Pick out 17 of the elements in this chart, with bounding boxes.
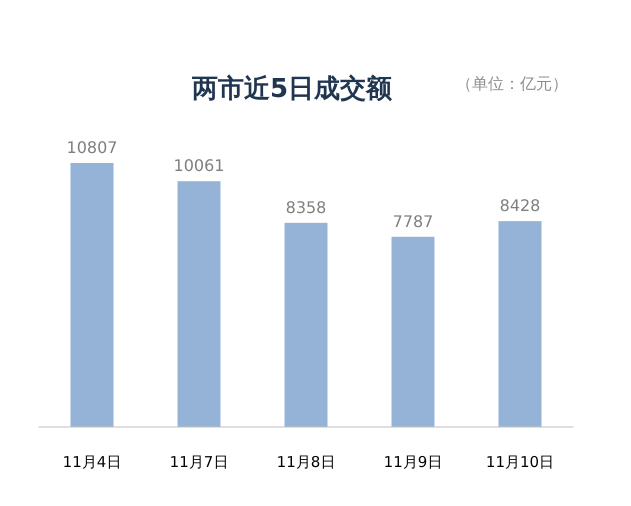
bar bbox=[498, 221, 542, 427]
data-label: 8358 bbox=[286, 198, 326, 217]
data-label: 10807 bbox=[66, 138, 118, 157]
x-tick-label: 11月7日 bbox=[170, 453, 228, 471]
x-tick-label: 11月9日 bbox=[384, 453, 442, 471]
chart-title: 两市近5日成交额 bbox=[190, 74, 394, 104]
bar bbox=[284, 222, 328, 427]
data-label: 8428 bbox=[500, 196, 540, 216]
data-label: 7787 bbox=[392, 212, 434, 231]
x-tick-label: 11月10日 bbox=[486, 453, 554, 471]
chart-subtitle: （单位：亿元） bbox=[456, 74, 568, 93]
bar bbox=[70, 163, 114, 427]
x-tick-label: 11月4日 bbox=[62, 453, 122, 471]
x-tick-label: 11月8日 bbox=[276, 453, 336, 471]
bar bbox=[178, 181, 220, 427]
data-label: 10061 bbox=[174, 156, 224, 176]
bar bbox=[392, 236, 434, 427]
